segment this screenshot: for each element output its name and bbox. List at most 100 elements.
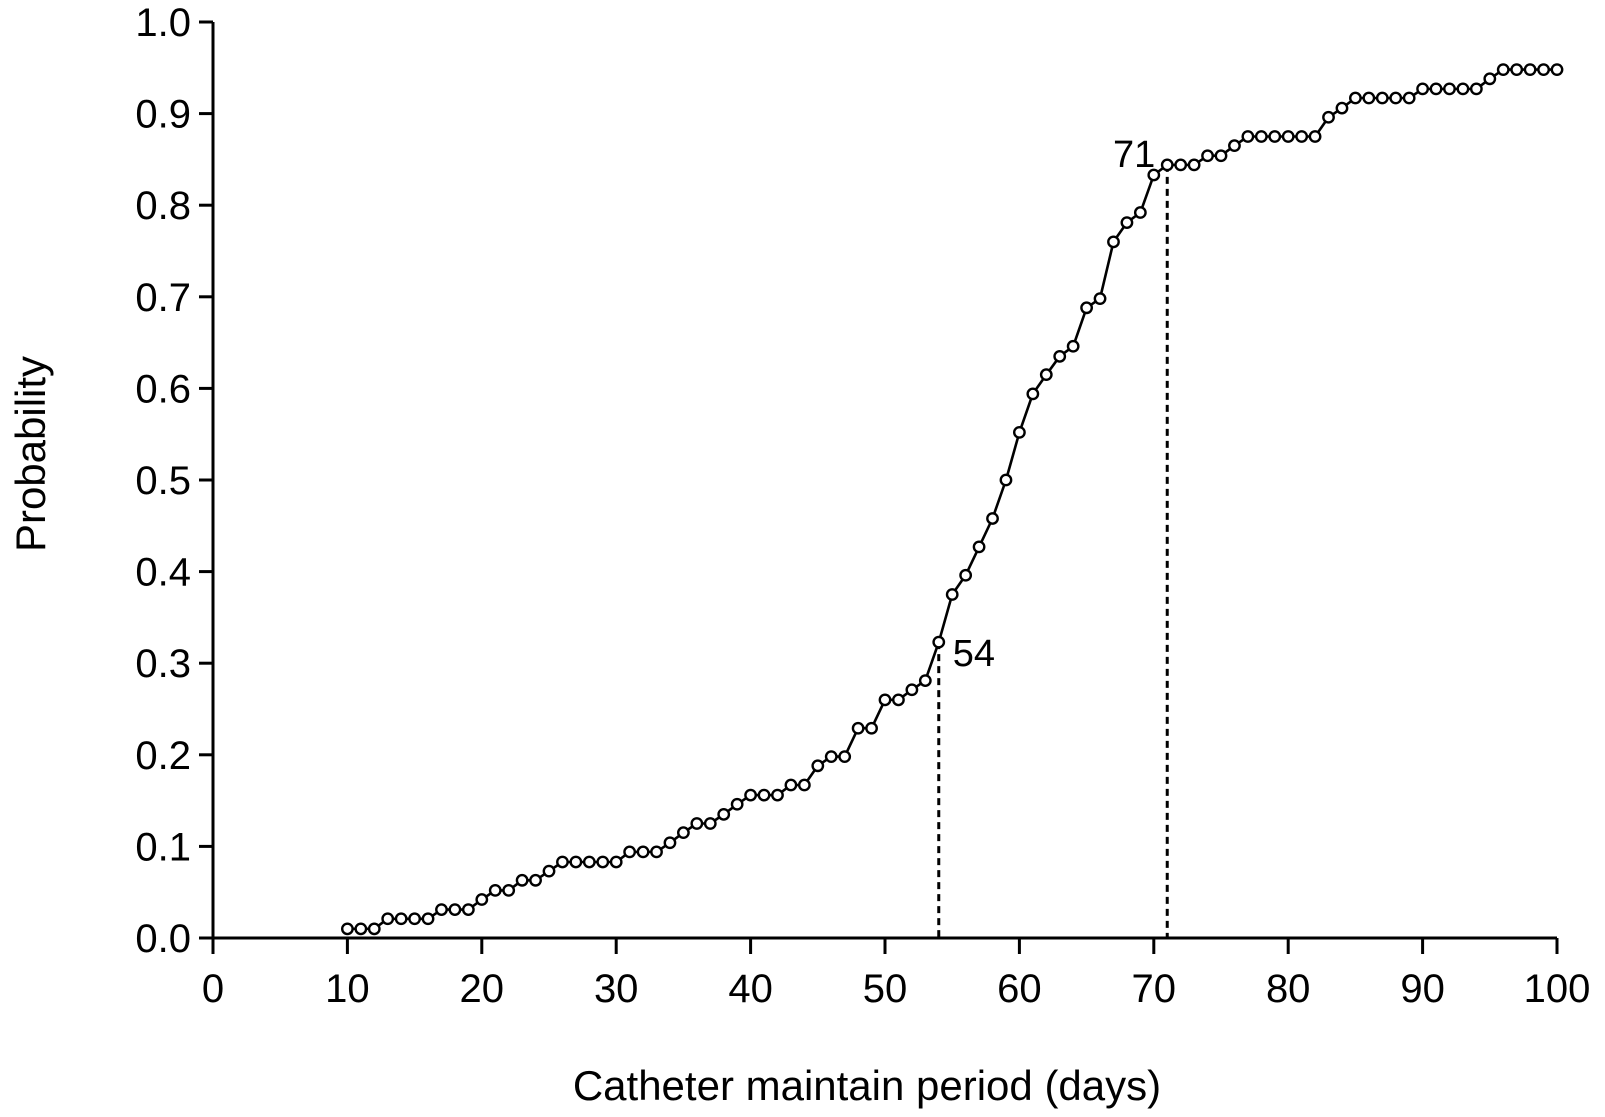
data-point xyxy=(838,750,852,764)
x-tick-label: 10 xyxy=(325,967,370,1011)
data-point xyxy=(1416,82,1430,96)
labels: 0.0 0.1 0.2 0.3 0.4 0.5 0.6 0.7 0.8 0.9 1.0 0 10 20 30… xyxy=(135,1,1590,1011)
data-point xyxy=(1389,91,1403,105)
y-tick-label: 0.4 xyxy=(135,551,191,595)
data-point xyxy=(851,721,865,735)
y-tick-label: 0.9 xyxy=(135,93,191,137)
data-point xyxy=(1456,82,1470,96)
data-point xyxy=(340,922,354,936)
data-point xyxy=(918,674,932,688)
data-point xyxy=(1241,130,1255,143)
data-point xyxy=(1228,139,1241,153)
data-point xyxy=(892,693,905,707)
reference-lines xyxy=(937,164,1169,938)
data-point xyxy=(784,778,798,792)
x-tick-label: 0 xyxy=(202,967,224,1011)
data-point xyxy=(367,922,381,936)
data-point xyxy=(1496,63,1510,77)
data-point xyxy=(1523,63,1537,77)
y-tick-label: 0.5 xyxy=(135,459,191,503)
data-point xyxy=(1469,82,1483,96)
data-point xyxy=(1080,301,1094,315)
data-point xyxy=(972,540,986,554)
data-point xyxy=(448,903,462,917)
data-point xyxy=(1268,130,1282,143)
data-point xyxy=(1201,149,1214,163)
data-point xyxy=(1402,91,1416,105)
data-point xyxy=(865,721,878,735)
y-tick-label: 0.6 xyxy=(135,367,191,411)
data-point xyxy=(932,635,946,649)
data-point xyxy=(744,788,757,802)
data-point xyxy=(569,855,583,869)
x-tick-label: 70 xyxy=(1132,967,1177,1011)
x-tick-label: 40 xyxy=(728,967,773,1011)
data-point xyxy=(1362,91,1376,105)
data-point xyxy=(1053,349,1067,363)
data-point xyxy=(1443,82,1456,96)
data-point xyxy=(1160,158,1174,172)
data-point xyxy=(730,797,744,811)
x-tick-label: 20 xyxy=(460,967,505,1011)
data-point xyxy=(878,693,892,707)
x-tick-label: 30 xyxy=(594,967,639,1011)
data-point xyxy=(1147,168,1161,182)
reference-label-54: 54 xyxy=(953,633,995,675)
data-point xyxy=(677,826,690,840)
data-point xyxy=(596,855,610,869)
data-point xyxy=(1013,425,1026,439)
data-point xyxy=(1107,235,1120,249)
data-point xyxy=(408,912,421,926)
data-point xyxy=(1295,130,1309,143)
data-point xyxy=(623,845,637,859)
data-point xyxy=(1349,91,1362,105)
data-point xyxy=(1308,130,1322,143)
data-point xyxy=(354,922,368,936)
data-point xyxy=(1039,368,1053,382)
data-point xyxy=(488,883,502,897)
data-point xyxy=(771,788,784,802)
data-point xyxy=(421,912,435,926)
data-point xyxy=(824,750,838,764)
data-point xyxy=(703,817,717,830)
x-axis-title: Catheter maintain period (days) xyxy=(573,1062,1161,1109)
data-point xyxy=(461,903,475,917)
data-point xyxy=(1429,82,1443,96)
data-point xyxy=(1510,63,1524,77)
data-point xyxy=(1335,101,1349,115)
data-point xyxy=(1066,339,1080,353)
data-point xyxy=(1093,292,1107,306)
data-point xyxy=(986,512,999,525)
data-point xyxy=(1187,158,1201,172)
y-tick-label: 0.0 xyxy=(135,917,191,961)
data-point xyxy=(999,473,1013,487)
series xyxy=(340,63,1564,936)
y-tick-label: 1.0 xyxy=(135,1,191,45)
y-axis-title: Probability xyxy=(7,356,54,552)
data-point xyxy=(1537,63,1550,77)
data-point xyxy=(475,893,489,906)
data-point xyxy=(717,807,731,821)
data-point xyxy=(663,836,677,850)
data-point xyxy=(636,845,650,859)
data-point xyxy=(1254,130,1268,143)
data-point xyxy=(945,588,959,601)
data-point xyxy=(502,883,516,897)
data-point xyxy=(959,568,973,582)
x-tick-label: 50 xyxy=(863,967,908,1011)
axes xyxy=(199,20,1559,954)
data-point xyxy=(797,778,811,792)
data-point xyxy=(515,873,529,887)
x-tick-label: 90 xyxy=(1400,967,1445,1011)
y-tick-label: 0.1 xyxy=(135,825,191,869)
data-point xyxy=(1133,206,1147,219)
data-point xyxy=(1322,110,1335,124)
x-tick-label: 60 xyxy=(997,967,1042,1011)
x-tick-label: 80 xyxy=(1266,967,1311,1011)
y-tick-label: 0.8 xyxy=(135,184,191,228)
x-tick-label: 100 xyxy=(1524,967,1591,1011)
data-point xyxy=(542,864,556,878)
data-point xyxy=(1375,91,1389,105)
series-line xyxy=(347,68,1557,931)
